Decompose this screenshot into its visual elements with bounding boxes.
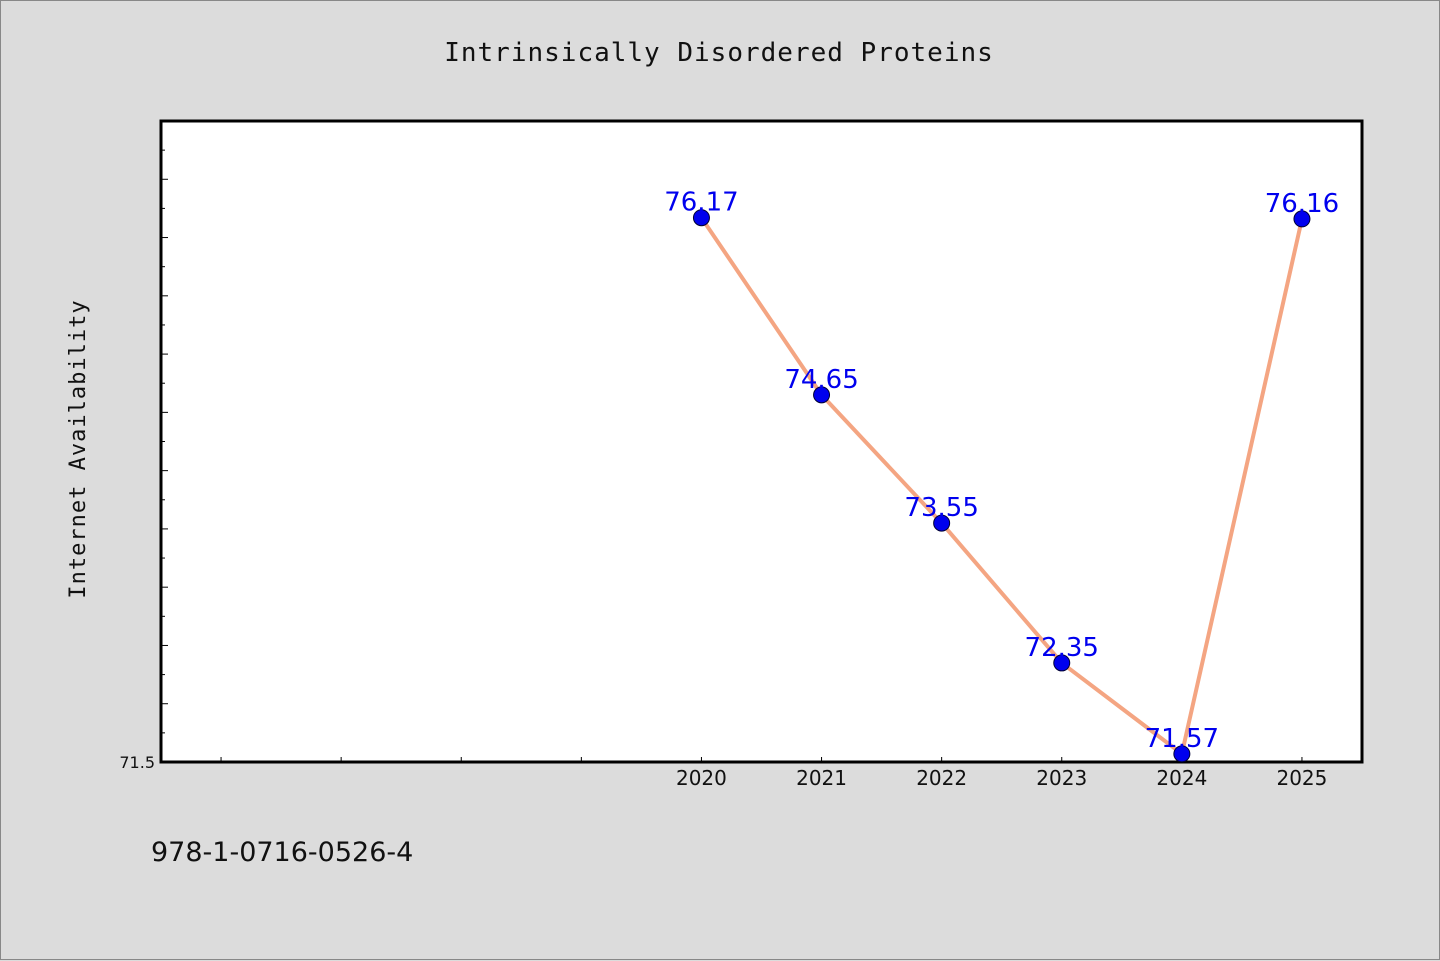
series-layer: 76.17 74.65 73.55 72.35 71.57 76.16: [664, 188, 1339, 763]
data-label: 72.35: [1025, 633, 1099, 663]
isbn-footnote: 978-1-0716-0526-4: [151, 837, 414, 868]
data-label: 76.16: [1265, 189, 1339, 219]
x-tick-label: 2023: [1036, 766, 1087, 790]
x-tick-label: 2024: [1156, 766, 1207, 790]
x-axis-ticks: [220, 757, 1303, 762]
series-line: [699, 215, 1304, 756]
data-point: [813, 386, 831, 404]
data-label: 73.55: [904, 493, 978, 523]
y-axis-ticks: [161, 120, 168, 763]
data-point: [933, 514, 951, 532]
plot-area: [159, 119, 1364, 764]
data-point: [1293, 210, 1311, 228]
x-tick-label: 2025: [1276, 766, 1327, 790]
x-tick-label: 2022: [916, 766, 967, 790]
chart-title: Intrinsically Disordered Proteins: [444, 38, 994, 68]
data-label: 71.57: [1145, 724, 1219, 754]
data-point: [1173, 745, 1191, 763]
y-tick-label: 71.5: [119, 753, 155, 772]
data-label: 76.17: [664, 188, 738, 218]
y-axis-label: Internet Availability: [66, 299, 91, 598]
data-point: [692, 209, 710, 227]
data-label: 74.65: [784, 365, 858, 395]
y-axis-tick-labels: 71.5: [119, 753, 155, 772]
data-point: [1053, 654, 1071, 672]
x-axis-tick-labels: 2020 2021 2022 2023 2024 2025: [676, 766, 1327, 790]
x-tick-label: 2021: [796, 766, 847, 790]
x-tick-label: 2020: [676, 766, 727, 790]
